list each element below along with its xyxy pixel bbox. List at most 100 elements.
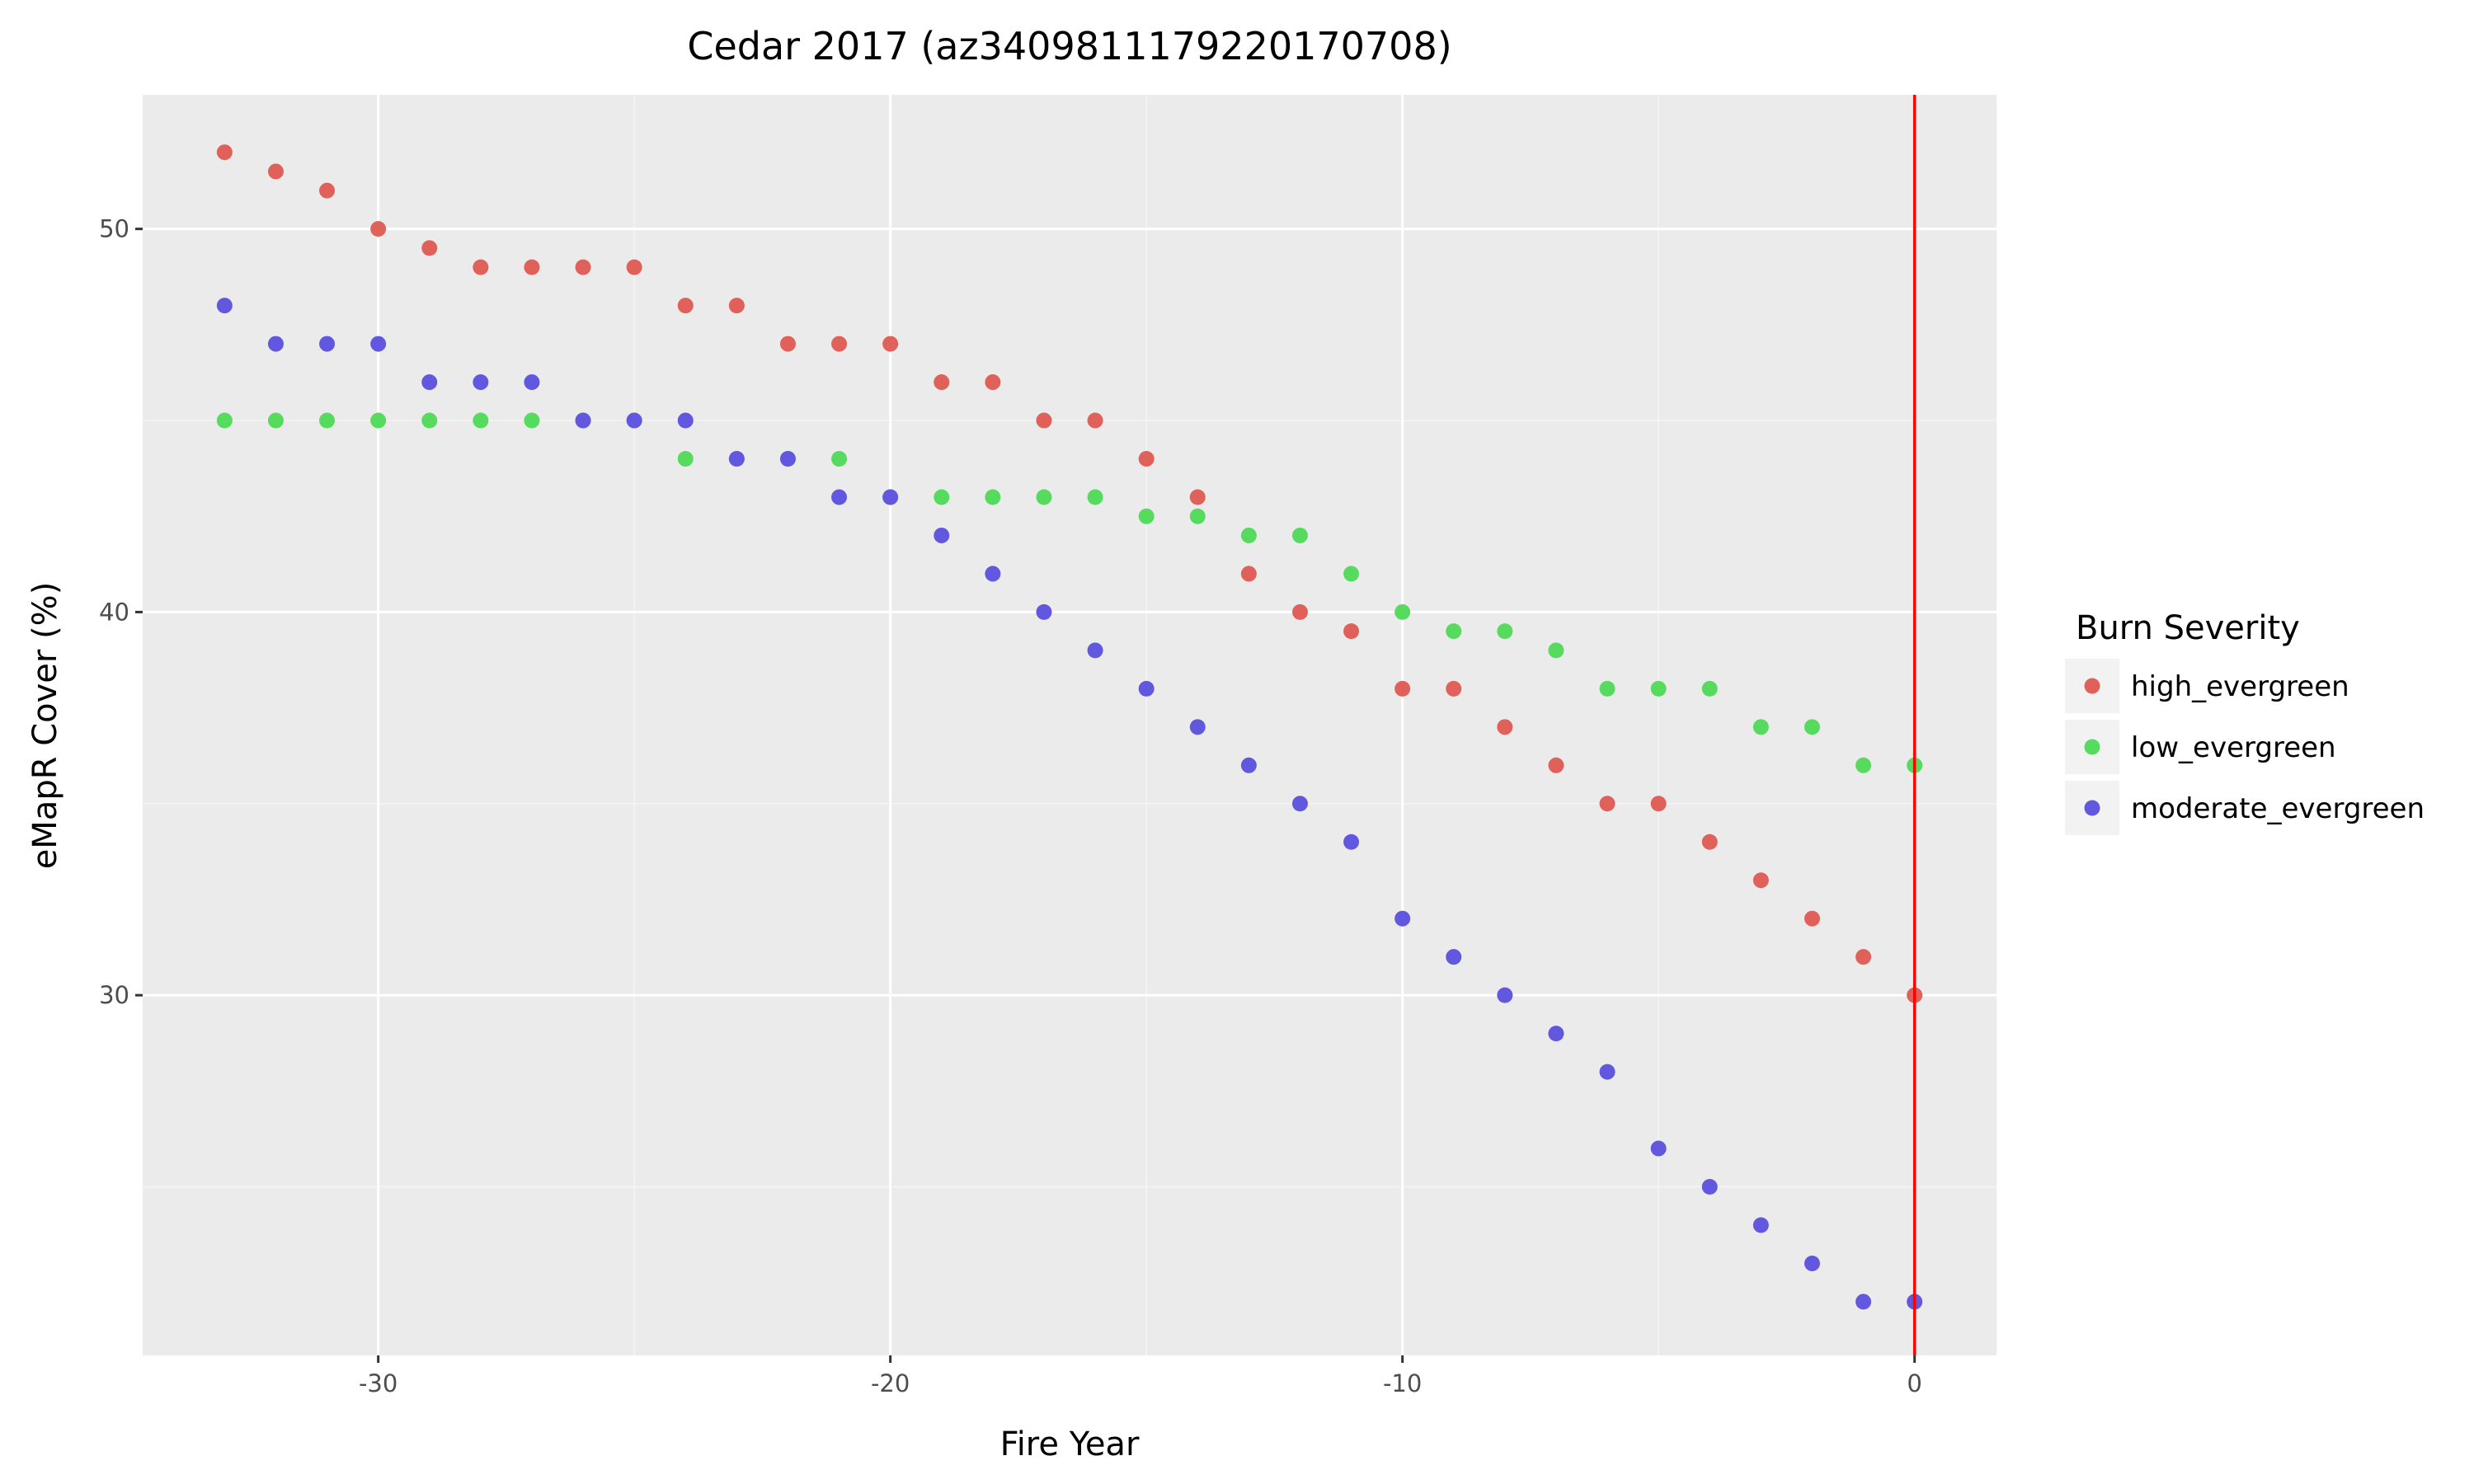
point-high_evergreen — [1650, 796, 1667, 812]
point-moderate_evergreen — [882, 489, 899, 505]
point-low_evergreen — [216, 412, 233, 429]
point-moderate_evergreen — [831, 489, 848, 505]
point-moderate_evergreen — [779, 451, 796, 467]
point-moderate_evergreen — [319, 336, 336, 352]
point-low_evergreen — [1036, 489, 1052, 505]
point-low_evergreen — [1599, 680, 1616, 697]
point-high_evergreen — [1138, 451, 1155, 467]
point-low_evergreen — [1804, 719, 1820, 735]
point-moderate_evergreen — [1240, 757, 1257, 773]
point-moderate_evergreen — [1752, 1217, 1769, 1233]
point-high_evergreen — [1343, 623, 1360, 640]
point-moderate_evergreen — [421, 374, 438, 391]
legend-title: Burn Severity — [2076, 609, 2300, 647]
point-moderate_evergreen — [1087, 642, 1103, 659]
point-low_evergreen — [421, 412, 438, 429]
point-low_evergreen — [1087, 489, 1103, 505]
point-high_evergreen — [677, 298, 694, 314]
point-high_evergreen — [831, 336, 848, 352]
y-tick-label: 30 — [99, 981, 129, 1009]
point-low_evergreen — [985, 489, 1001, 505]
point-moderate_evergreen — [1599, 1064, 1616, 1080]
point-high_evergreen — [1087, 412, 1103, 429]
point-moderate_evergreen — [1343, 834, 1360, 850]
point-low_evergreen — [677, 451, 694, 467]
legend-label: moderate_evergreen — [2131, 792, 2425, 825]
legend-key-moderate_evergreen — [2084, 800, 2100, 816]
point-low_evergreen — [1752, 719, 1769, 735]
point-moderate_evergreen — [1395, 910, 1411, 927]
point-moderate_evergreen — [1138, 680, 1155, 697]
point-high_evergreen — [1599, 796, 1616, 812]
point-moderate_evergreen — [575, 412, 591, 429]
point-low_evergreen — [1291, 527, 1308, 543]
chart-title: Cedar 2017 (az3409811179220170708) — [687, 24, 1451, 68]
point-high_evergreen — [779, 336, 796, 352]
point-high_evergreen — [934, 374, 950, 391]
point-low_evergreen — [1189, 508, 1206, 524]
point-high_evergreen — [524, 259, 540, 275]
point-high_evergreen — [1189, 489, 1206, 505]
point-high_evergreen — [267, 163, 284, 180]
point-low_evergreen — [524, 412, 540, 429]
point-high_evergreen — [1446, 680, 1462, 697]
legend-key-low_evergreen — [2084, 739, 2100, 755]
point-moderate_evergreen — [1650, 1140, 1667, 1157]
point-high_evergreen — [1856, 949, 1872, 965]
x-tick-label: -30 — [359, 1369, 397, 1397]
point-low_evergreen — [1497, 623, 1513, 640]
point-moderate_evergreen — [626, 412, 642, 429]
point-low_evergreen — [1446, 623, 1462, 640]
point-high_evergreen — [1036, 412, 1052, 429]
point-moderate_evergreen — [985, 566, 1001, 582]
point-high_evergreen — [1240, 566, 1257, 582]
x-tick-label: -10 — [1383, 1369, 1422, 1397]
point-moderate_evergreen — [728, 451, 745, 467]
point-low_evergreen — [1138, 508, 1155, 524]
data-points — [216, 95, 1923, 1355]
point-high_evergreen — [1701, 834, 1718, 850]
point-high_evergreen — [1395, 680, 1411, 697]
legend-key-high_evergreen — [2084, 678, 2100, 694]
point-moderate_evergreen — [1804, 1255, 1820, 1271]
point-moderate_evergreen — [524, 374, 540, 391]
point-high_evergreen — [882, 336, 899, 352]
point-low_evergreen — [473, 412, 489, 429]
y-tick-label: 50 — [99, 215, 129, 243]
y-tick-label: 40 — [99, 598, 129, 626]
point-high_evergreen — [319, 182, 336, 199]
point-low_evergreen — [267, 412, 284, 429]
point-high_evergreen — [985, 374, 1001, 391]
y-axis-label: eMapR Cover (%) — [26, 582, 64, 870]
x-tick-label: -20 — [871, 1369, 910, 1397]
legend: high_evergreen low_evergreen moderate_ever… — [2065, 659, 2425, 835]
point-low_evergreen — [1856, 757, 1872, 773]
point-high_evergreen — [473, 259, 489, 275]
point-moderate_evergreen — [1036, 603, 1052, 620]
point-low_evergreen — [319, 412, 336, 429]
point-high_evergreen — [728, 298, 745, 314]
legend-label: low_evergreen — [2131, 731, 2336, 764]
legend-label: high_evergreen — [2131, 670, 2349, 703]
point-moderate_evergreen — [370, 336, 387, 352]
point-low_evergreen — [1548, 642, 1564, 659]
point-high_evergreen — [626, 259, 642, 275]
point-high_evergreen — [1548, 757, 1564, 773]
point-moderate_evergreen — [1291, 796, 1308, 812]
point-low_evergreen — [1240, 527, 1257, 543]
point-moderate_evergreen — [934, 527, 950, 543]
point-high_evergreen — [421, 240, 438, 256]
point-moderate_evergreen — [1497, 987, 1513, 1003]
point-high_evergreen — [575, 259, 591, 275]
point-high_evergreen — [1804, 910, 1820, 927]
point-low_evergreen — [1395, 603, 1411, 620]
point-moderate_evergreen — [267, 336, 284, 352]
point-low_evergreen — [1343, 566, 1360, 582]
point-moderate_evergreen — [1189, 719, 1206, 735]
plot-panel — [143, 95, 1997, 1355]
x-axis-label: Fire Year — [1000, 1425, 1140, 1463]
point-high_evergreen — [1291, 603, 1308, 620]
point-low_evergreen — [1701, 680, 1718, 697]
point-moderate_evergreen — [1446, 949, 1462, 965]
